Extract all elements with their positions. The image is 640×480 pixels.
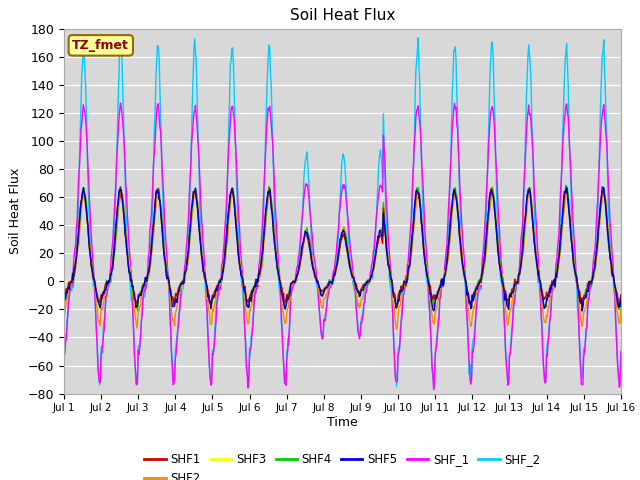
SHF_2 (414, 35, 422, 41)
Line: SHF5: SHF5 (64, 187, 621, 311)
Line: SHF1: SHF1 (64, 187, 621, 306)
SHF_1 (445, 208, 452, 214)
SHF4 (617, 294, 625, 300)
SHF_2 (388, 292, 396, 298)
SHF4 (183, 261, 191, 267)
SHF5 (566, 218, 573, 224)
SHF_2 (445, 234, 452, 240)
SHF_2 (182, 268, 190, 274)
Line: SHF_2: SHF_2 (64, 38, 621, 386)
SHF2 (617, 307, 625, 312)
SHF2 (206, 320, 214, 326)
X-axis label: Time: Time (327, 416, 358, 429)
Y-axis label: Soil Heat Flux: Soil Heat Flux (9, 168, 22, 254)
SHF4 (444, 255, 451, 261)
SHF4 (207, 305, 215, 311)
SHF4 (134, 308, 141, 313)
SHF3 (568, 237, 575, 242)
SHF4 (335, 252, 342, 258)
SHF_1 (389, 310, 397, 315)
SHF2 (334, 260, 342, 265)
SHF5 (206, 300, 214, 305)
SHF5 (388, 277, 396, 283)
SHF2 (393, 326, 401, 332)
SHF3 (265, 185, 273, 191)
SHF1 (389, 282, 397, 288)
SHF3 (335, 254, 342, 260)
SHF_1 (335, 225, 342, 230)
SHF4 (562, 182, 570, 188)
SHF1 (335, 253, 342, 259)
SHF_1 (207, 382, 215, 388)
Line: SHF_1: SHF_1 (64, 103, 621, 390)
Title: Soil Heat Flux: Soil Heat Flux (290, 9, 395, 24)
SHF1 (444, 255, 451, 261)
SHF5 (60, 302, 68, 308)
SHF2 (568, 228, 575, 234)
SHF_2 (334, 243, 342, 249)
SHF2 (563, 188, 570, 193)
SHF2 (388, 283, 396, 289)
SHF5 (598, 184, 606, 190)
SHF5 (617, 295, 625, 301)
SHF5 (443, 261, 451, 267)
SHF_1 (617, 348, 625, 354)
SHF1 (60, 291, 68, 297)
SHF2 (182, 267, 190, 273)
Line: SHF2: SHF2 (64, 191, 621, 329)
SHF1 (207, 299, 215, 305)
SHF1 (116, 184, 124, 190)
SHF5 (334, 255, 342, 261)
SHF_2 (393, 384, 401, 389)
Legend: SHF1, SHF2, SHF3, SHF4, SHF5, SHF_1, SHF_2: SHF1, SHF2, SHF3, SHF4, SHF5, SHF_1, SHF… (140, 448, 545, 480)
Text: TZ_fmet: TZ_fmet (72, 39, 129, 52)
SHF_2 (206, 376, 214, 382)
SHF3 (206, 306, 214, 312)
SHF3 (182, 268, 190, 274)
SHF4 (568, 236, 575, 241)
SHF_1 (183, 238, 191, 243)
SHF1 (505, 303, 513, 309)
SHF3 (389, 285, 397, 291)
SHF4 (389, 288, 397, 294)
SHF2 (60, 313, 68, 319)
Line: SHF4: SHF4 (64, 185, 621, 311)
SHF_2 (617, 357, 625, 363)
SHF1 (617, 292, 625, 298)
Line: SHF3: SHF3 (64, 188, 621, 313)
SHF_2 (568, 203, 575, 208)
SHF4 (60, 293, 68, 299)
SHF_1 (568, 181, 575, 187)
SHF2 (444, 260, 451, 265)
SHF_1 (430, 387, 438, 393)
SHF_2 (60, 351, 68, 357)
SHF3 (617, 297, 625, 303)
SHF5 (579, 308, 586, 314)
SHF1 (568, 237, 575, 243)
SHF3 (445, 250, 452, 255)
SHF_1 (60, 354, 68, 360)
SHF3 (430, 311, 438, 316)
SHF_1 (116, 100, 124, 106)
SHF3 (60, 298, 68, 303)
SHF5 (182, 266, 190, 272)
SHF1 (183, 258, 191, 264)
